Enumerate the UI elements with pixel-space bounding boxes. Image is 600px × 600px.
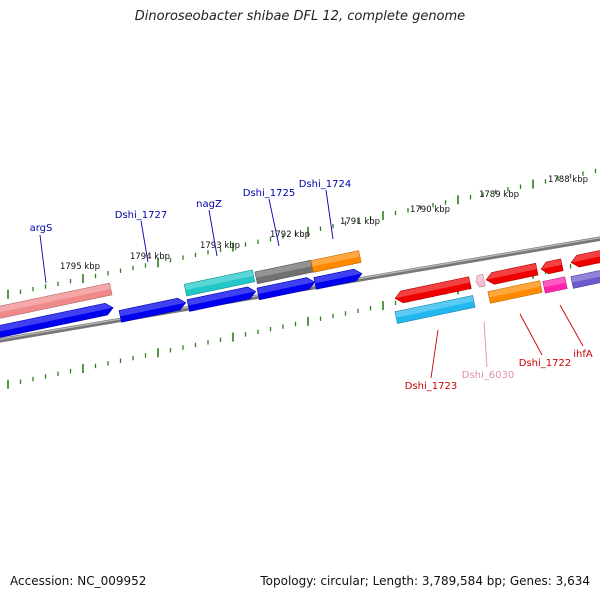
- scale-label: 1792 kbp: [270, 230, 310, 240]
- feature-Dshi-1722-lower[interactable]: [487, 280, 543, 304]
- feature-Dshi-1722-upper[interactable]: [485, 262, 539, 285]
- gene-label-pointer: [483, 321, 488, 368]
- feature-right-edge-lower[interactable]: [570, 268, 600, 289]
- gene-label-pointer: [140, 220, 149, 263]
- feature-ihfA-lower[interactable]: [542, 276, 568, 294]
- map-title: Dinoroseobacter shibae DFL 12, complete …: [134, 9, 466, 24]
- feature-Dshi-1723-upper[interactable]: [394, 276, 472, 304]
- scale-label: 1790 kbp: [410, 205, 450, 215]
- feature-Dshi-1724-lower[interactable]: [313, 268, 363, 290]
- gene-label-pointer: [268, 198, 280, 247]
- scale-label: 1794 kbp: [130, 252, 170, 262]
- feature-nagZ-upper[interactable]: [183, 269, 256, 297]
- scale-label: 1793 kbp: [200, 241, 240, 251]
- gene-label-dshi-1723[interactable]: Dshi_1723: [405, 381, 457, 392]
- scale-label: 1788 kbp: [548, 175, 588, 185]
- gene-label-nagz[interactable]: nagZ: [196, 199, 222, 210]
- scale-label: 1791 kbp: [340, 217, 380, 227]
- gene-label-dshi-1725[interactable]: Dshi_1725: [243, 188, 295, 199]
- feature-Dshi-1724-upper[interactable]: [310, 250, 362, 273]
- gene-label-pointer: [519, 313, 543, 356]
- gene-label-pointer: [39, 234, 47, 284]
- accession-text: Accession: NC_009952: [10, 574, 147, 588]
- genome-summary-text: Topology: circular; Length: 3,789,584 bp…: [260, 574, 590, 588]
- gene-label-dshi-1727[interactable]: Dshi_1727: [115, 210, 167, 221]
- gene-label-pointer: [430, 329, 439, 379]
- feature-Dshi-1725-lower[interactable]: [256, 276, 316, 301]
- gene-label-ihfa[interactable]: ihfA: [573, 349, 593, 360]
- feature-Dshi-1727[interactable]: [118, 297, 187, 323]
- gene-label-dshi-1722[interactable]: Dshi_1722: [519, 358, 571, 369]
- gene-label-args[interactable]: argS: [30, 223, 53, 234]
- gene-label-pointer: [208, 209, 218, 257]
- gene-label-pointer: [325, 189, 334, 240]
- gene-label-dshi-6030[interactable]: Dshi_6030: [462, 370, 514, 381]
- scale-label: 1789 kbp: [479, 190, 519, 200]
- feature-ihfA-upper[interactable]: [540, 258, 564, 275]
- gene-label-pointer: [559, 304, 584, 347]
- feature-right-edge-upper[interactable]: [570, 248, 600, 269]
- feature-Dshi-6030[interactable]: [475, 273, 486, 288]
- feature-nagZ-lower[interactable]: [186, 286, 257, 312]
- scale-label: 1795 kbp: [60, 262, 100, 272]
- feature-Dshi-1723-lower[interactable]: [394, 295, 476, 324]
- feature-argS-upper[interactable]: [0, 282, 113, 320]
- feature-argS-lower[interactable]: [0, 302, 114, 339]
- scale-ticks-outer: [7, 168, 597, 299]
- gene-label-dshi-1724[interactable]: Dshi_1724: [299, 179, 351, 190]
